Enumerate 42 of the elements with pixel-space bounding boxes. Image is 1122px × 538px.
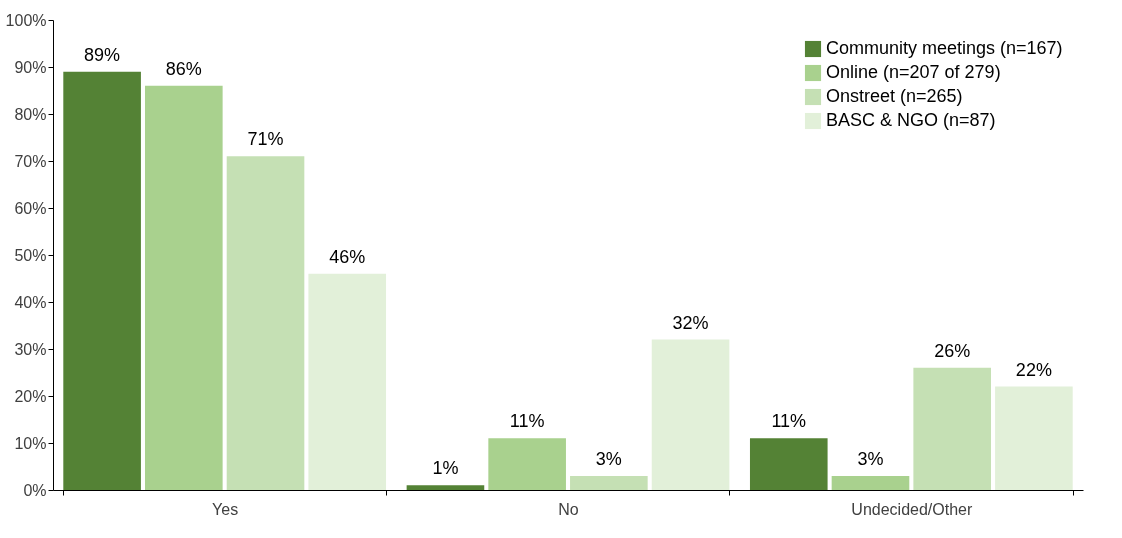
data-label: 46% [329,246,366,267]
data-label: 1% [432,458,459,479]
y-tick-label: 0% [23,481,47,499]
data-label: 32% [672,312,709,333]
data-label: 22% [1015,359,1052,380]
data-label: 3% [595,448,622,469]
y-tick-label: 20% [14,387,47,405]
bar [226,156,305,490]
y-tick-label: 50% [14,246,47,264]
y-tick-label: 80% [14,105,47,123]
bar [749,438,828,490]
bar [651,339,730,490]
y-tick-label: 90% [14,58,47,76]
data-label: 11% [509,411,545,432]
data-label: 71% [247,129,284,150]
y-tick-label: 70% [14,152,47,170]
bar [488,438,566,490]
legend-label: BASC & NGO (n=87) [826,110,996,130]
x-tick-label: No [558,500,579,518]
y-tick-label: 10% [14,434,47,452]
x-tick-label: Yes [212,500,239,518]
legend-label: Community meetings (n=167) [826,38,1063,58]
data-label: 11% [771,411,807,432]
bar [913,367,991,490]
y-tick-label: 30% [14,340,47,358]
bar [995,386,1073,490]
legend-label: Onstreet (n=265) [826,86,963,106]
bar [308,273,387,490]
bar [145,85,223,490]
x-tick-label: Undecided/Other [851,500,973,518]
bar [831,475,910,490]
bar [63,71,141,490]
bar [570,475,648,490]
data-label: 3% [857,448,884,469]
legend-label: Online (n=207 of 279) [826,62,1001,82]
data-label: 26% [934,340,971,361]
y-tick-label: 40% [14,293,47,311]
y-tick-label: 60% [14,199,47,217]
data-label: 86% [165,58,202,79]
bar [406,485,485,490]
y-tick-label: 100% [5,11,47,29]
data-label: 89% [84,44,121,65]
